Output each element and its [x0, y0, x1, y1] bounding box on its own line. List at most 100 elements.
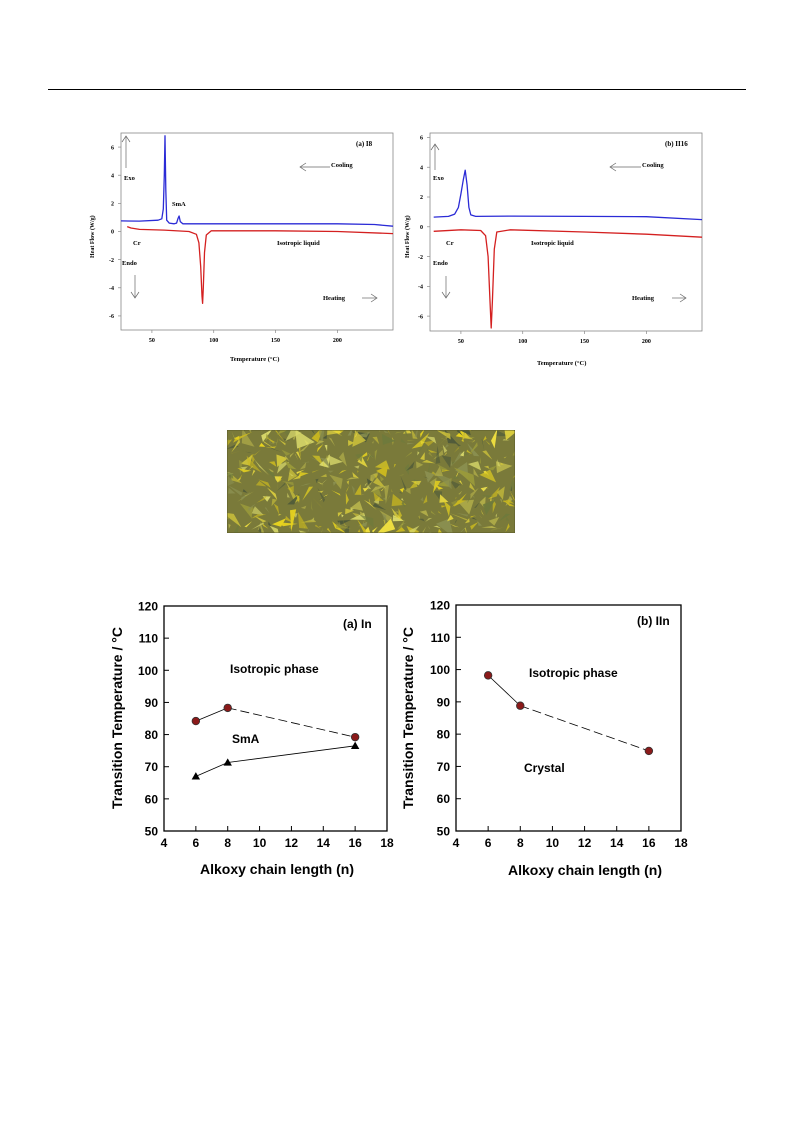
texture-facet — [464, 518, 470, 524]
texture-facet — [379, 475, 385, 482]
texture-facet — [474, 466, 478, 472]
texture-facet — [502, 499, 515, 507]
texture-facet — [345, 508, 355, 515]
texture-facet — [348, 440, 355, 446]
texture-facet — [237, 474, 243, 482]
texture-facet — [295, 453, 299, 461]
texture-facet — [272, 518, 286, 527]
texture-facet — [320, 479, 327, 486]
texture-facet — [227, 513, 242, 528]
chart-title: (b) II16 — [665, 140, 688, 148]
texture-facet — [230, 473, 242, 484]
texture-facet — [269, 461, 277, 467]
y-tick-label: 60 — [145, 792, 159, 806]
x-tick-label: 100 — [518, 339, 527, 345]
texture-facet — [299, 461, 307, 470]
texture-facet — [278, 513, 282, 516]
texture-facet — [401, 500, 406, 508]
texture-facet — [352, 472, 360, 479]
texture-facet — [502, 499, 515, 504]
texture-facet — [468, 442, 478, 456]
x-tick-label: 6 — [485, 836, 492, 850]
texture-facet — [281, 449, 291, 456]
texture-facet — [310, 517, 315, 522]
texture-facet — [406, 440, 416, 442]
exo-label: Exo — [433, 175, 444, 182]
x-axis-label: Alkoxy chain length (n) — [200, 861, 354, 877]
texture-facet — [295, 494, 300, 503]
texture-facet — [346, 485, 350, 493]
texture-facet — [371, 489, 382, 498]
texture-facet — [352, 430, 366, 447]
texture-facet — [458, 490, 463, 495]
texture-facet — [359, 511, 365, 516]
texture-facet — [251, 514, 267, 519]
texture-facet — [403, 430, 408, 438]
cooling-arrow-icon — [609, 162, 641, 172]
texture-facet — [312, 469, 320, 473]
texture-facet — [357, 470, 359, 473]
x-axis-label: Alkoxy chain length (n) — [508, 862, 662, 878]
texture-facet — [259, 442, 266, 447]
texture-facet — [281, 481, 294, 486]
x-tick-label: 12 — [578, 836, 592, 850]
texture-facet — [246, 455, 262, 473]
texture-facet — [397, 519, 406, 529]
texture-facet — [420, 497, 424, 502]
texture-facet — [505, 523, 510, 533]
y-tick-label: 80 — [437, 728, 451, 742]
y-axis-label: Heat Flow (W/g) — [404, 215, 411, 258]
texture-facet — [341, 514, 344, 518]
x-tick-label: 50 — [149, 338, 155, 344]
x-tick-label: 12 — [285, 836, 299, 850]
texture-facet — [505, 517, 509, 521]
texture-facet — [424, 470, 435, 483]
x-tick-label: 6 — [193, 836, 200, 850]
isotropic-liquid-label: Isotropic liquid — [531, 240, 574, 247]
chart-title: (a) I8 — [356, 140, 373, 148]
texture-facet — [307, 529, 310, 533]
texture-facet — [470, 515, 476, 518]
texture-facet — [328, 455, 343, 466]
texture-facet — [425, 436, 437, 444]
data-point-circle — [483, 671, 493, 680]
texture-facet — [483, 465, 490, 469]
texture-facet — [374, 449, 378, 461]
texture-facet — [500, 498, 502, 504]
texture-facet — [316, 481, 324, 485]
texture-facet — [328, 470, 334, 473]
exo-arrow-icon — [121, 135, 131, 168]
texture-facet — [227, 485, 243, 496]
x-tick-label: 100 — [209, 338, 218, 344]
texture-facet — [414, 430, 418, 438]
texture-facet — [512, 518, 515, 523]
texture-facet — [495, 513, 498, 519]
series-line — [195, 707, 228, 722]
texture-facet — [491, 430, 498, 449]
texture-facet — [363, 520, 368, 524]
texture-facet — [437, 528, 443, 533]
texture-facet — [377, 518, 396, 533]
texture-facet — [271, 498, 277, 507]
texture-facet — [253, 515, 267, 523]
texture-facet — [265, 490, 269, 494]
x-tick-label: 14 — [610, 836, 624, 850]
texture-facet — [290, 509, 297, 532]
texture-facet — [474, 501, 481, 509]
texture-facet — [460, 524, 469, 533]
texture-facet — [490, 495, 492, 502]
texture-facet — [351, 485, 355, 496]
texture-facet — [328, 492, 333, 497]
series-line — [195, 762, 228, 777]
texture-facet — [289, 452, 295, 458]
texture-facet — [486, 488, 490, 490]
texture-facet — [359, 514, 374, 528]
texture-facet — [380, 487, 385, 491]
texture-facet — [352, 512, 360, 517]
texture-facet — [331, 490, 341, 496]
texture-facet — [457, 499, 474, 515]
x-axis-label: Temperature (°C) — [230, 356, 279, 363]
texture-facet — [442, 444, 448, 453]
texture-facet — [369, 471, 379, 487]
